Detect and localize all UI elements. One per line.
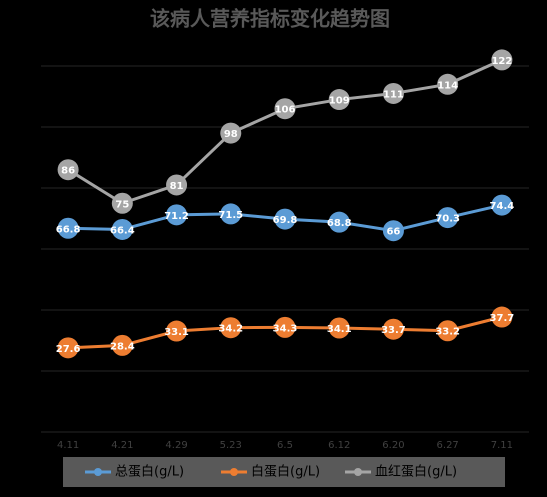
data-label: 34.2 bbox=[218, 324, 243, 335]
legend-label: 总蛋白(g/L) bbox=[115, 464, 184, 480]
data-label: 111 bbox=[383, 89, 404, 100]
x-tick-label: 6.5 bbox=[277, 440, 293, 451]
legend-marker bbox=[94, 468, 102, 476]
data-label: 106 bbox=[275, 105, 296, 116]
data-label: 98 bbox=[224, 129, 238, 140]
data-point bbox=[437, 207, 459, 229]
data-point bbox=[382, 220, 404, 242]
data-point bbox=[274, 316, 296, 338]
x-tick-label: 6.12 bbox=[328, 440, 350, 451]
data-label: 33.2 bbox=[435, 327, 460, 338]
x-tick-label: 6.20 bbox=[382, 440, 404, 451]
data-label: 114 bbox=[437, 80, 458, 91]
data-point bbox=[274, 208, 296, 230]
data-label: 69.8 bbox=[273, 215, 298, 226]
data-point bbox=[328, 317, 350, 339]
data-point bbox=[57, 159, 79, 181]
legend-label: 白蛋白(g/L) bbox=[251, 464, 320, 480]
data-label: 74.4 bbox=[490, 201, 515, 212]
data-label: 28.4 bbox=[110, 341, 135, 352]
data-label: 66 bbox=[386, 227, 400, 238]
data-label: 81 bbox=[170, 181, 184, 192]
legend-marker bbox=[230, 468, 238, 476]
data-point bbox=[220, 122, 242, 144]
data-point bbox=[437, 320, 459, 342]
data-label: 27.6 bbox=[56, 344, 81, 355]
data-point bbox=[491, 194, 513, 216]
data-point bbox=[274, 98, 296, 120]
data-label: 34.1 bbox=[327, 324, 352, 335]
data-point bbox=[220, 203, 242, 225]
x-tick-label: 4.11 bbox=[57, 440, 79, 451]
chart-title: 该病人营养指标变化趋势图 bbox=[150, 7, 390, 31]
data-label: 75 bbox=[115, 199, 129, 210]
data-point bbox=[166, 174, 188, 196]
data-point bbox=[382, 318, 404, 340]
data-label: 71.2 bbox=[164, 211, 189, 222]
data-point bbox=[166, 204, 188, 226]
data-label: 37.7 bbox=[490, 313, 515, 324]
legend-marker bbox=[354, 468, 362, 476]
data-point bbox=[111, 334, 133, 356]
data-point bbox=[328, 211, 350, 233]
data-point bbox=[166, 320, 188, 342]
data-point bbox=[111, 192, 133, 214]
data-label: 70.3 bbox=[435, 214, 460, 225]
data-label: 122 bbox=[491, 56, 512, 67]
data-label: 66.4 bbox=[110, 225, 135, 236]
data-point bbox=[491, 306, 513, 328]
x-tick-label: 5.23 bbox=[220, 440, 242, 451]
data-label: 66.8 bbox=[56, 224, 81, 235]
legend-box bbox=[63, 457, 505, 487]
data-label: 33.1 bbox=[164, 327, 189, 338]
x-tick-label: 7.11 bbox=[491, 440, 513, 451]
x-tick-label: 6.27 bbox=[437, 440, 459, 451]
data-label: 34.3 bbox=[273, 323, 298, 334]
data-label: 109 bbox=[329, 96, 350, 107]
legend-label: 血红蛋白(g/L) bbox=[375, 464, 457, 480]
data-label: 68.8 bbox=[327, 218, 352, 229]
data-point bbox=[328, 89, 350, 111]
data-label: 86 bbox=[61, 166, 75, 177]
data-point bbox=[437, 73, 459, 95]
data-point bbox=[57, 217, 79, 239]
data-label: 33.7 bbox=[381, 325, 406, 336]
x-tick-label: 4.21 bbox=[111, 440, 133, 451]
data-point bbox=[111, 218, 133, 240]
data-point bbox=[382, 82, 404, 104]
data-point bbox=[220, 317, 242, 339]
data-label: 71.5 bbox=[218, 210, 243, 221]
data-point bbox=[57, 337, 79, 359]
data-point bbox=[491, 49, 513, 71]
x-tick-label: 4.29 bbox=[165, 440, 187, 451]
